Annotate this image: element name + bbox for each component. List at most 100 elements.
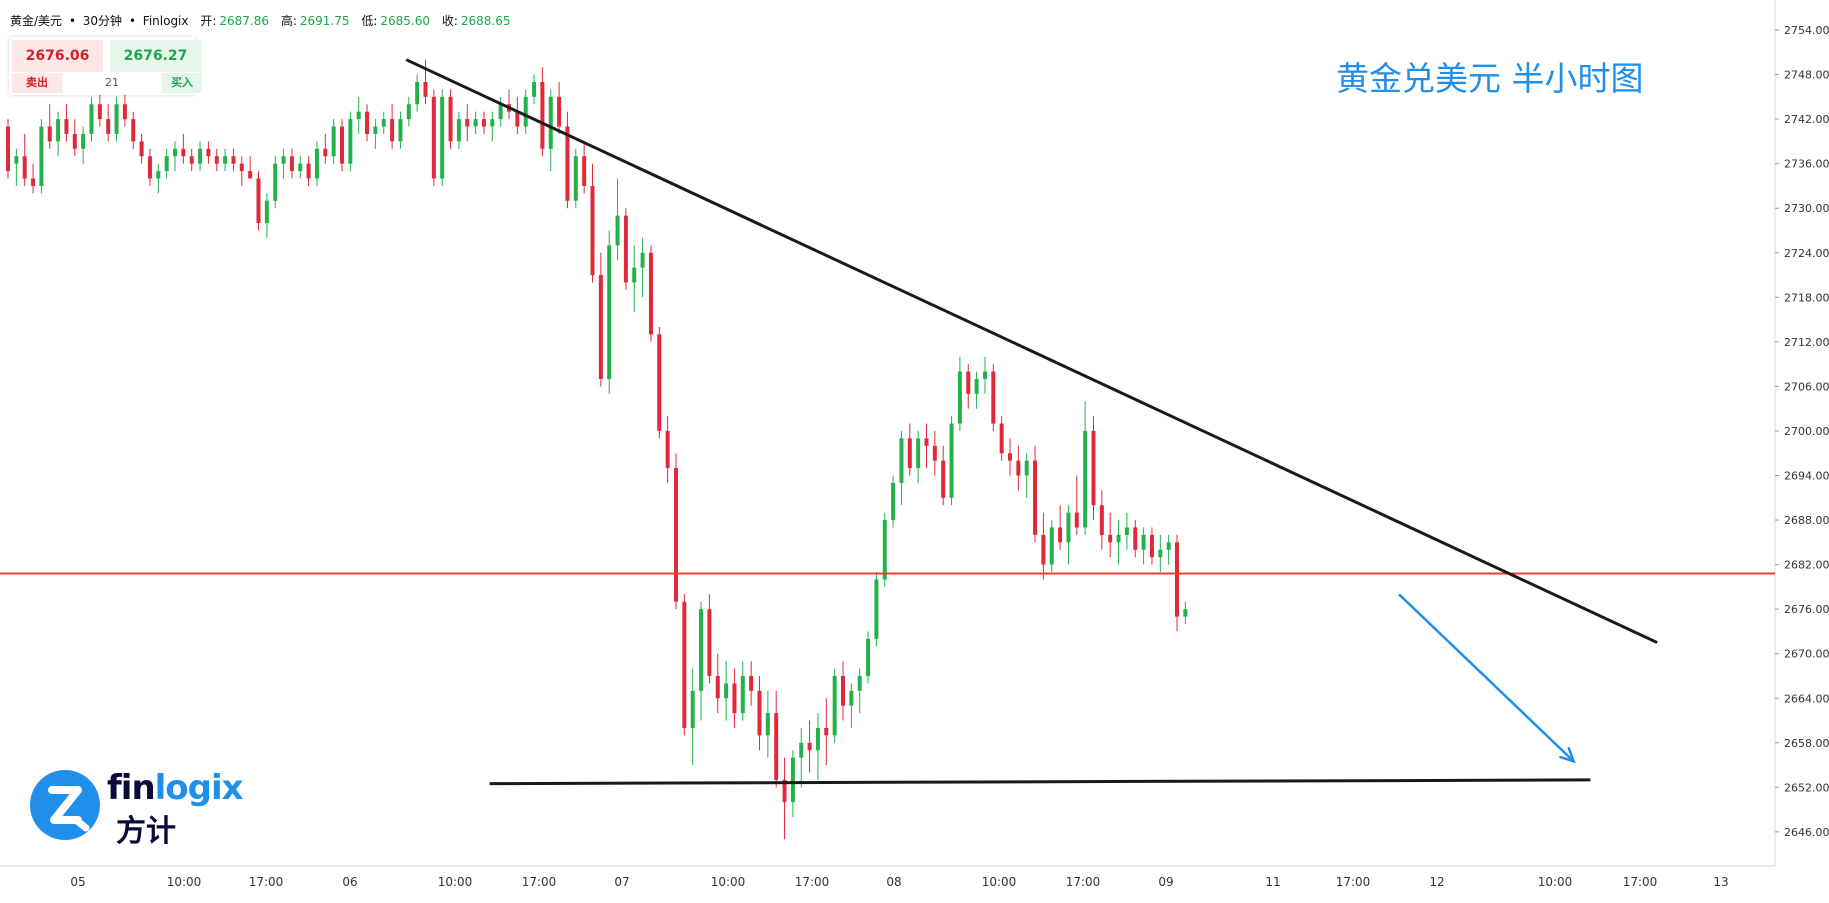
candle[interactable] (131, 119, 136, 142)
candle[interactable] (924, 438, 929, 446)
candle[interactable] (440, 96, 445, 179)
candle[interactable] (56, 119, 61, 142)
candle[interactable] (891, 482, 896, 521)
candle[interactable] (849, 690, 854, 706)
candle[interactable] (281, 156, 286, 164)
candle[interactable] (674, 468, 678, 602)
x-tick-label[interactable]: 17:00 (1623, 875, 1658, 889)
candle[interactable] (248, 171, 253, 179)
x-tick-label[interactable]: 17:00 (522, 875, 557, 889)
candle[interactable] (1033, 460, 1038, 535)
candle[interactable] (532, 81, 537, 97)
candle[interactable] (916, 438, 921, 469)
candle[interactable] (598, 275, 603, 379)
candle[interactable] (456, 119, 461, 142)
candle[interactable] (757, 690, 762, 736)
candle[interactable] (306, 163, 311, 179)
candle[interactable] (665, 430, 670, 469)
candle[interactable] (1091, 430, 1096, 506)
candle[interactable] (815, 727, 820, 751)
candle[interactable] (198, 148, 203, 164)
candle[interactable] (331, 126, 336, 157)
candle[interactable] (974, 378, 979, 394)
candle[interactable] (866, 638, 871, 676)
candle[interactable] (373, 126, 378, 134)
buy-button[interactable]: 买入 (162, 73, 202, 93)
candle[interactable] (64, 119, 69, 134)
timeframe[interactable]: 30分钟 (82, 14, 123, 28)
x-tick-label[interactable]: 06 (342, 875, 357, 889)
candle[interactable] (515, 111, 520, 127)
candle[interactable] (949, 423, 954, 498)
candle[interactable] (623, 215, 628, 283)
candle[interactable] (122, 104, 127, 120)
candle[interactable] (632, 267, 637, 283)
candle[interactable] (690, 690, 695, 728)
candle[interactable] (481, 119, 486, 127)
candle[interactable] (256, 178, 261, 224)
candle[interactable] (223, 156, 228, 164)
candle[interactable] (164, 156, 169, 172)
candle[interactable] (1024, 460, 1029, 476)
candle[interactable] (97, 104, 102, 120)
x-tick-label[interactable]: 09 (1158, 875, 1173, 889)
x-tick-label[interactable]: 10:00 (711, 875, 746, 889)
candle[interactable] (365, 111, 370, 134)
candle[interactable] (1074, 512, 1079, 528)
candle[interactable] (298, 163, 303, 172)
candle[interactable] (147, 156, 152, 179)
candle[interactable] (1149, 534, 1154, 558)
x-tick-label[interactable]: 17:00 (249, 875, 284, 889)
candle[interactable] (707, 609, 712, 676)
candle[interactable] (1108, 534, 1113, 543)
candle[interactable] (31, 178, 36, 186)
candle[interactable] (14, 156, 19, 164)
x-tick-label[interactable]: 10:00 (1538, 875, 1573, 889)
candle[interactable] (999, 423, 1004, 454)
candle[interactable] (841, 675, 845, 706)
candle[interactable] (799, 742, 804, 758)
x-tick-label[interactable]: 05 (70, 875, 85, 889)
x-tick-label[interactable]: 10:00 (438, 875, 473, 889)
candle[interactable] (523, 96, 528, 127)
candle[interactable] (740, 675, 745, 714)
candle[interactable] (106, 119, 111, 134)
candle[interactable] (882, 520, 887, 580)
x-tick-label[interactable]: 10:00 (982, 875, 1017, 889)
sell-button[interactable]: 卖出 (12, 73, 62, 93)
candle[interactable] (874, 579, 879, 639)
candle[interactable] (857, 675, 862, 691)
candle[interactable] (273, 163, 278, 201)
candle[interactable] (465, 119, 470, 127)
x-tick-label[interactable]: 10:00 (167, 875, 202, 889)
candle[interactable] (390, 119, 395, 142)
x-tick-label[interactable]: 08 (886, 875, 901, 889)
forecast-arrow[interactable] (1398, 593, 1575, 763)
candle[interactable] (1041, 534, 1046, 565)
candle[interactable] (1133, 527, 1138, 550)
candle[interactable] (423, 81, 428, 97)
candle[interactable] (498, 104, 503, 120)
candle[interactable] (431, 96, 436, 179)
candle[interactable] (715, 675, 720, 699)
candle[interactable] (1008, 453, 1012, 461)
candle[interactable] (1175, 542, 1179, 617)
candle[interactable] (381, 119, 386, 127)
candle[interactable] (181, 148, 186, 157)
candle[interactable] (189, 156, 194, 164)
candle[interactable] (314, 148, 319, 179)
candle[interactable] (982, 371, 987, 379)
candle[interactable] (39, 126, 44, 186)
candle[interactable] (640, 252, 645, 268)
candle[interactable] (415, 81, 420, 105)
candle[interactable] (824, 727, 829, 736)
sell-price-button[interactable]: 2676.06 (12, 40, 103, 72)
x-tick-label[interactable]: 07 (614, 875, 629, 889)
candle[interactable] (89, 104, 94, 134)
candle[interactable] (473, 119, 478, 127)
candle[interactable] (582, 156, 587, 186)
candle[interactable] (765, 713, 770, 736)
candle[interactable] (607, 245, 612, 379)
candle[interactable] (832, 675, 837, 736)
